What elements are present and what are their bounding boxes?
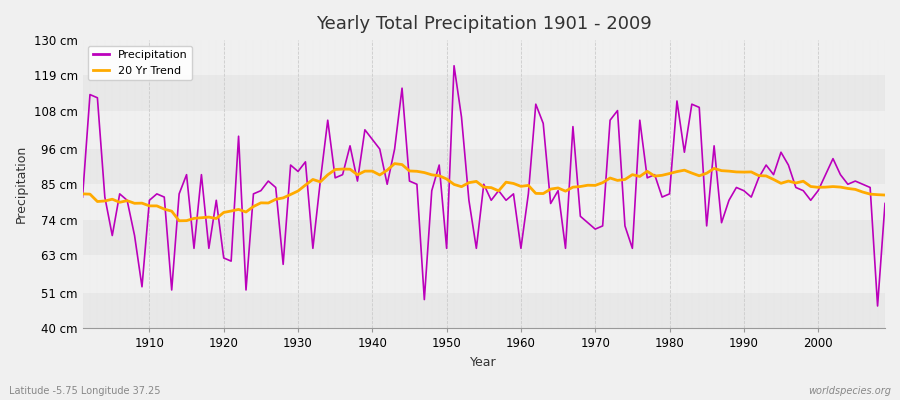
- Bar: [83, 255, 885, 293]
- Bar: [83, 293, 885, 328]
- Bar: [83, 40, 885, 75]
- Bar: [83, 149, 885, 184]
- Text: worldspecies.org: worldspecies.org: [808, 386, 891, 396]
- Title: Yearly Total Precipitation 1901 - 2009: Yearly Total Precipitation 1901 - 2009: [316, 15, 652, 33]
- Text: Latitude -5.75 Longitude 37.25: Latitude -5.75 Longitude 37.25: [9, 386, 160, 396]
- Bar: [83, 110, 885, 149]
- Bar: [83, 220, 885, 255]
- Y-axis label: Precipitation: Precipitation: [15, 145, 28, 223]
- X-axis label: Year: Year: [471, 356, 497, 369]
- Bar: [83, 75, 885, 110]
- Bar: [83, 184, 885, 220]
- Legend: Precipitation, 20 Yr Trend: Precipitation, 20 Yr Trend: [88, 46, 193, 80]
